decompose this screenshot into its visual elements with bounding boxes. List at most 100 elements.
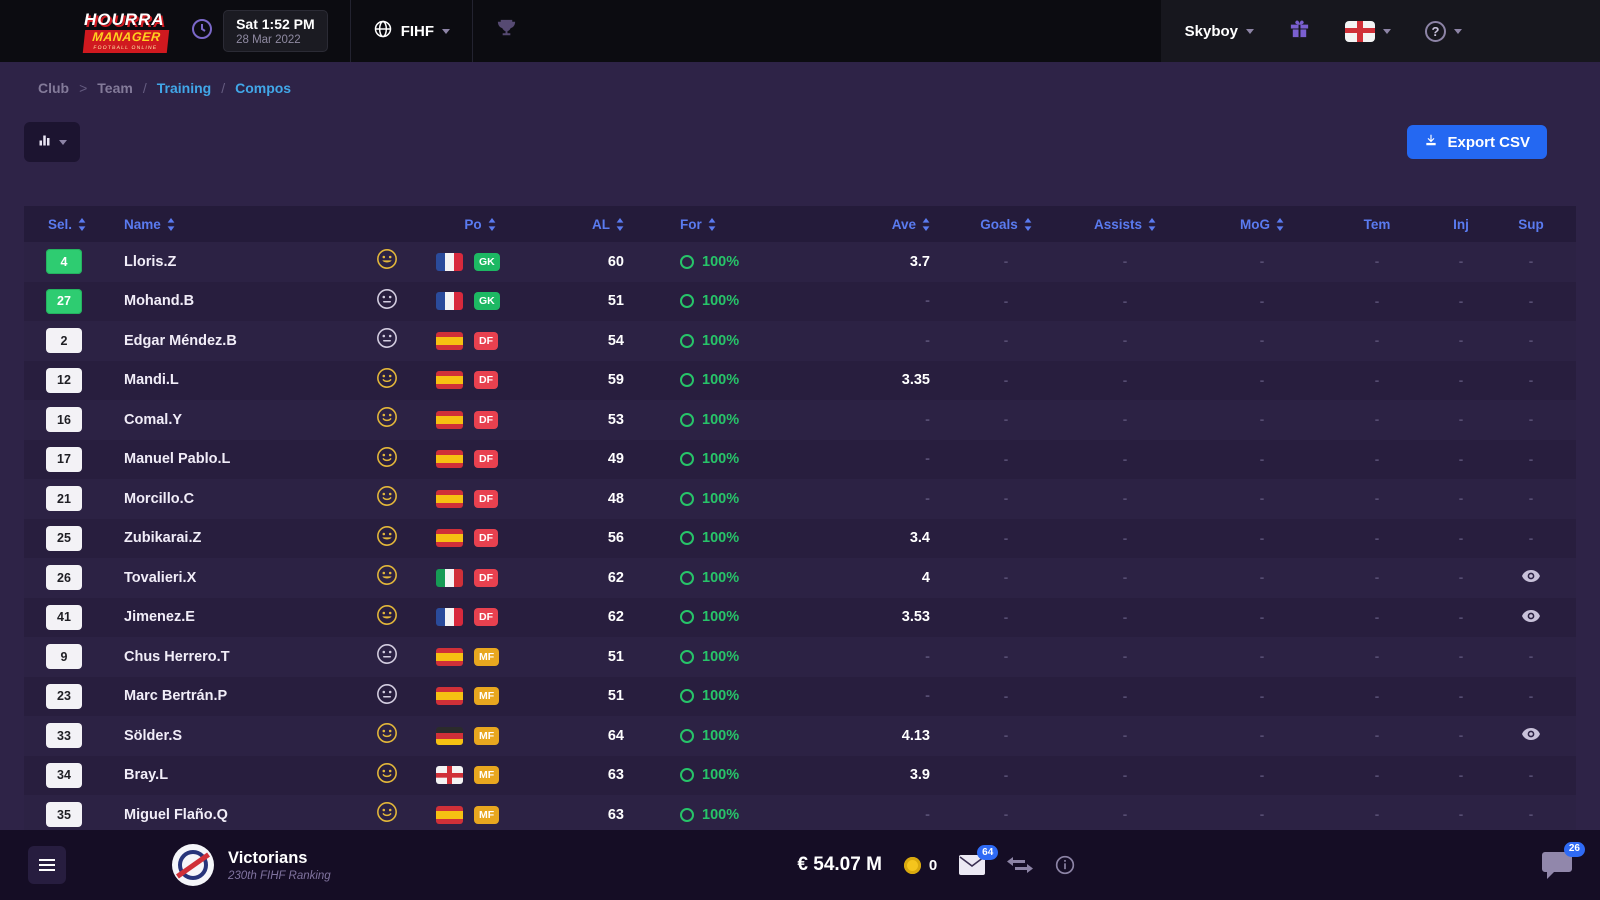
player-name[interactable]: Mohand.B bbox=[124, 293, 195, 310]
sort-icon[interactable] bbox=[616, 217, 624, 231]
menu-button[interactable] bbox=[28, 846, 66, 884]
column-header[interactable]: Inj bbox=[1426, 217, 1496, 232]
sel-badge[interactable]: 35 bbox=[46, 802, 82, 828]
player-name[interactable]: Zubikarai.Z bbox=[124, 530, 202, 547]
sort-icon[interactable] bbox=[922, 217, 930, 231]
inj-value: - bbox=[1458, 372, 1464, 388]
table-row[interactable]: 2 Edgar Méndez.B DF 54 100% - bbox=[24, 321, 1576, 361]
player-name[interactable]: Tovalieri.X bbox=[124, 569, 197, 586]
sup-cell: - bbox=[1496, 768, 1566, 783]
sort-icon[interactable] bbox=[1276, 217, 1284, 231]
tem-value: - bbox=[1374, 767, 1380, 783]
column-header[interactable]: Sel. bbox=[24, 217, 104, 232]
breadcrumb-item[interactable]: Compos bbox=[235, 80, 292, 96]
player-name[interactable]: Mandi.L bbox=[124, 372, 179, 389]
club-widget[interactable]: Victorians 230th FIHF Ranking bbox=[172, 844, 331, 886]
export-csv-button[interactable]: Export CSV bbox=[1407, 125, 1547, 159]
sel-badge[interactable]: 2 bbox=[46, 328, 82, 354]
sort-icon[interactable] bbox=[167, 217, 175, 231]
player-name[interactable]: Bray.L bbox=[124, 767, 169, 784]
table-row[interactable]: 34 Bray.L MF 63 100% 3.9 bbox=[24, 755, 1576, 795]
watch-eye-icon[interactable] bbox=[1522, 728, 1540, 743]
table-row[interactable]: 26 Tovalieri.X DF 62 100% 4 bbox=[24, 558, 1576, 598]
sel-badge[interactable]: 23 bbox=[46, 683, 82, 709]
sel-badge[interactable]: 4 bbox=[46, 249, 82, 275]
table-row[interactable]: 23 Marc Bertrán.P MF 51 100% bbox=[24, 676, 1576, 716]
sort-icon[interactable] bbox=[78, 217, 86, 231]
column-header[interactable]: MoG bbox=[1196, 217, 1328, 232]
sort-icon[interactable] bbox=[1024, 217, 1032, 231]
sel-badge[interactable]: 17 bbox=[46, 446, 82, 472]
sort-icon[interactable] bbox=[708, 217, 716, 231]
breadcrumb-item[interactable]: Club bbox=[38, 80, 70, 96]
help-menu[interactable]: ? bbox=[1425, 20, 1462, 42]
watch-eye-icon[interactable] bbox=[1522, 609, 1540, 625]
player-name[interactable]: Lloris.Z bbox=[124, 253, 177, 270]
sort-icon[interactable] bbox=[1148, 217, 1156, 231]
player-name[interactable]: Jimenez.E bbox=[124, 609, 195, 626]
column-header[interactable]: Goals bbox=[958, 217, 1054, 232]
mog-value: - bbox=[1259, 807, 1265, 823]
sel-badge[interactable]: 21 bbox=[46, 486, 82, 512]
app-logo[interactable]: HOURRA MANAGER FOOTBALL ONLINE bbox=[82, 10, 170, 53]
user-menu[interactable]: Skyboy bbox=[1185, 23, 1254, 40]
language-menu[interactable] bbox=[1345, 20, 1391, 42]
column-header[interactable]: Tem bbox=[1328, 217, 1426, 232]
stats-dropdown-button[interactable] bbox=[24, 122, 80, 162]
sel-badge[interactable]: 41 bbox=[46, 604, 82, 630]
column-header[interactable]: AL bbox=[536, 217, 628, 232]
table-row[interactable]: 41 Jimenez.E DF 62 100% 3.53 bbox=[24, 597, 1576, 637]
chat-button[interactable]: 26 bbox=[1541, 841, 1585, 879]
form-ring-icon bbox=[680, 728, 694, 743]
sort-icon[interactable] bbox=[488, 217, 496, 231]
sel-badge[interactable]: 33 bbox=[46, 723, 82, 749]
player-name[interactable]: Miguel Flaño.Q bbox=[124, 806, 228, 823]
form-cell: 100% bbox=[628, 807, 760, 823]
player-name[interactable]: Morcillo.C bbox=[124, 490, 195, 507]
player-name[interactable]: Chus Herrero.T bbox=[124, 648, 230, 665]
mail-button[interactable]: 64 bbox=[959, 845, 999, 875]
breadcrumb-item[interactable]: Training bbox=[156, 80, 212, 96]
sel-badge[interactable]: 16 bbox=[46, 407, 82, 433]
table-row[interactable]: 35 Miguel Flaño.Q MF 63 100% bbox=[24, 795, 1576, 835]
mog-value: - bbox=[1259, 649, 1265, 665]
player-name[interactable]: Edgar Méndez.B bbox=[124, 332, 237, 349]
table-row[interactable]: 21 Morcillo.C DF 48 100% - bbox=[24, 479, 1576, 519]
coins-widget[interactable]: 0 bbox=[903, 856, 937, 874]
sel-badge[interactable]: 9 bbox=[46, 644, 82, 670]
sel-badge[interactable]: 34 bbox=[46, 762, 82, 788]
gift-icon[interactable] bbox=[1288, 17, 1311, 45]
player-name[interactable]: Comal.Y bbox=[124, 411, 183, 428]
table-row[interactable]: 25 Zubikarai.Z DF 56 100% 3.4 bbox=[24, 518, 1576, 558]
sel-badge[interactable]: 27 bbox=[46, 288, 82, 314]
tem-value: - bbox=[1374, 491, 1380, 507]
federation-menu[interactable]: FIHF bbox=[373, 19, 451, 43]
sel-badge[interactable]: 26 bbox=[46, 565, 82, 591]
form-ring-icon bbox=[680, 570, 694, 585]
sup-cell: - bbox=[1496, 649, 1566, 664]
sel-badge[interactable]: 25 bbox=[46, 525, 82, 551]
table-row[interactable]: 16 Comal.Y DF 53 100% - - bbox=[24, 400, 1576, 440]
trophy-icon[interactable] bbox=[495, 17, 518, 45]
sel-badge[interactable]: 12 bbox=[46, 367, 82, 393]
table-row[interactable]: 4 Lloris.Z GK 60 100% 3.7 bbox=[24, 242, 1576, 282]
table-row[interactable]: 12 Mandi.L DF 59 100% 3.35 bbox=[24, 360, 1576, 400]
watch-eye-icon[interactable] bbox=[1522, 570, 1540, 585]
table-row[interactable]: 27 Mohand.B GK 51 100% - bbox=[24, 281, 1576, 321]
position-cell: MF bbox=[424, 805, 536, 824]
table-row[interactable]: 33 Sölder.S MF 64 100% 4.13 bbox=[24, 716, 1576, 756]
player-name[interactable]: Marc Bertrán.P bbox=[124, 688, 228, 705]
table-row[interactable]: 9 Chus Herrero.T MF 51 100% - bbox=[24, 637, 1576, 677]
column-header[interactable]: For bbox=[628, 217, 760, 232]
player-name[interactable]: Manuel Pablo.L bbox=[124, 451, 231, 468]
transfers-button[interactable] bbox=[1007, 856, 1034, 874]
player-name[interactable]: Sölder.S bbox=[124, 727, 183, 744]
column-header[interactable]: Sup bbox=[1496, 217, 1566, 232]
column-header[interactable]: Ave bbox=[760, 217, 958, 232]
column-header[interactable]: Assists bbox=[1054, 217, 1196, 232]
breadcrumb-item[interactable]: Team bbox=[97, 80, 133, 96]
info-button[interactable] bbox=[1055, 855, 1075, 875]
column-header[interactable]: Name bbox=[104, 217, 362, 232]
table-row[interactable]: 17 Manuel Pablo.L DF 49 100% bbox=[24, 439, 1576, 479]
column-header[interactable]: Po bbox=[424, 217, 536, 232]
